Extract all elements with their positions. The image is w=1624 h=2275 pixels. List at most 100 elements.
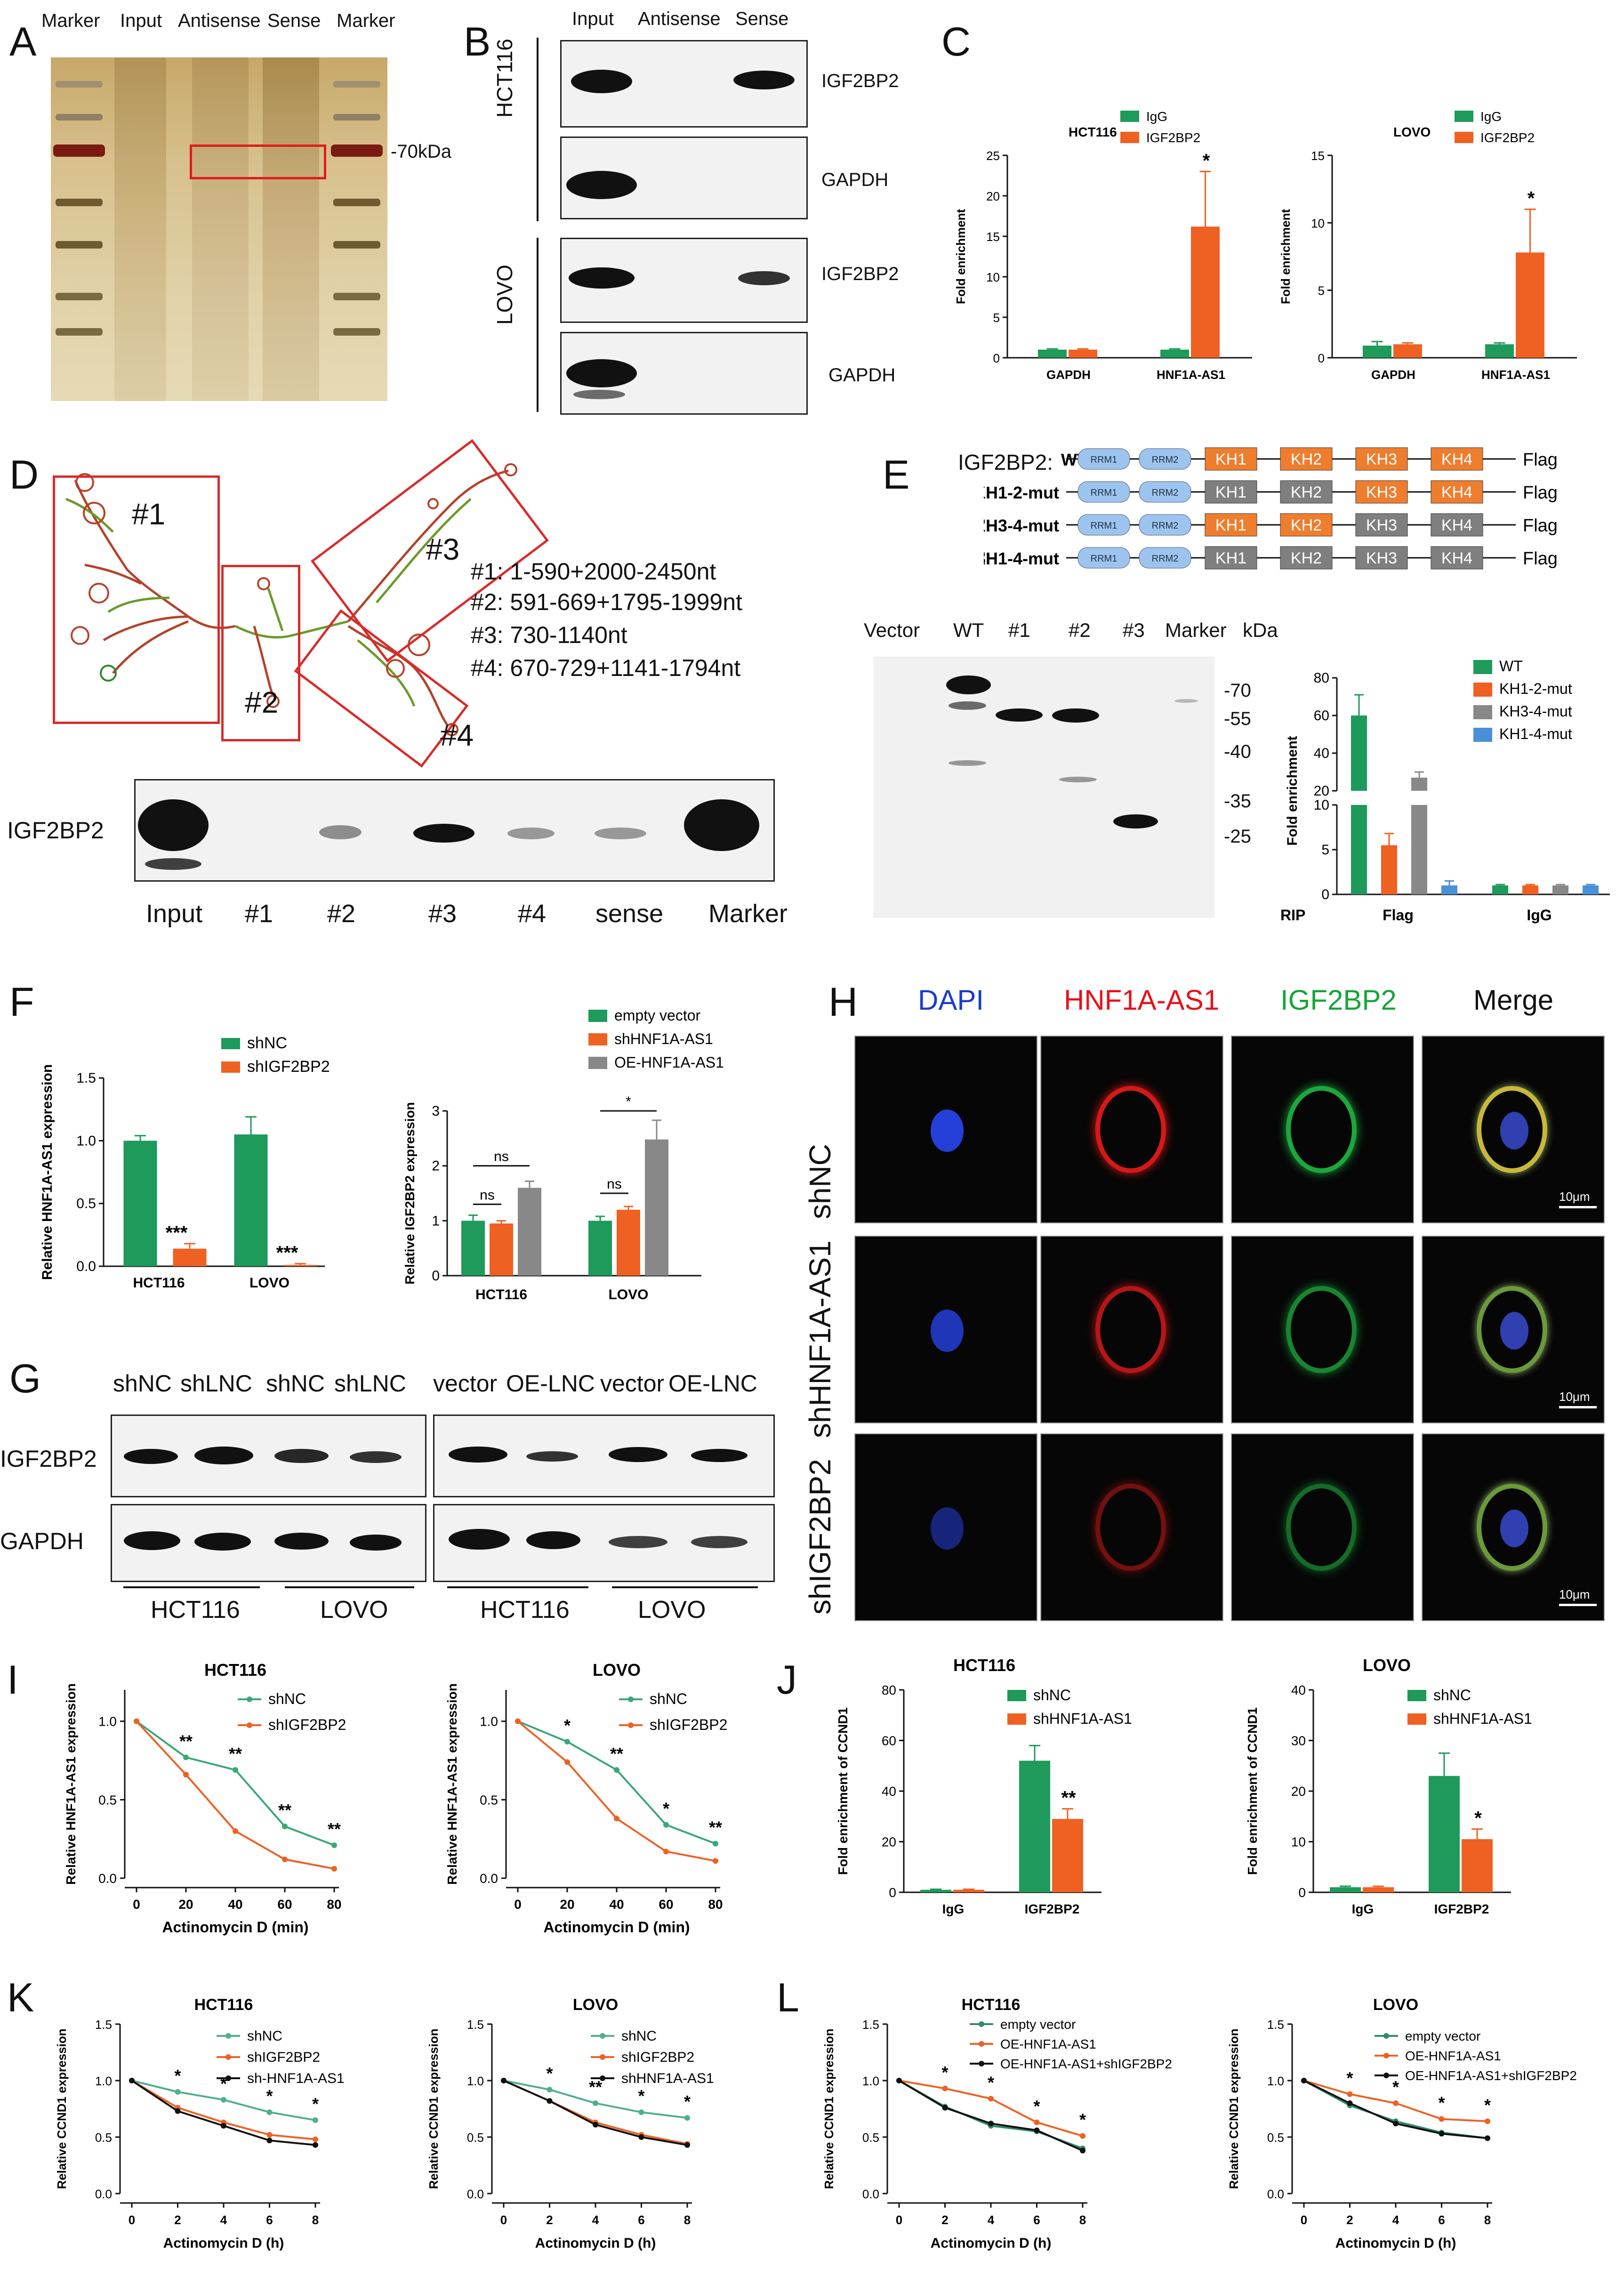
panel-label-l: L bbox=[777, 1975, 799, 2020]
kh-domain bbox=[1431, 513, 1483, 537]
y-tick-label: 0 bbox=[993, 351, 1000, 365]
mw-25: -25 bbox=[1224, 826, 1251, 847]
bar bbox=[1516, 252, 1544, 358]
x-axis-label: Actinomycin D (h) bbox=[931, 2235, 1052, 2251]
bar bbox=[588, 1221, 612, 1276]
significance-mark: ns bbox=[607, 1176, 622, 1192]
legend-entry: shHNF1A-AS1 bbox=[621, 2071, 714, 2086]
chart-f-igf2bp2: 0 1 2 3 Relative IGF2BP2 expression HCT116 LOV… bbox=[402, 1007, 724, 1302]
y-axis-label: Relative HNF1A-AS1 expression bbox=[445, 1683, 459, 1885]
chart-j-lovo: LOVO 0 10 20 30 40 Fold enrichment of CCND1 IgG… bbox=[1245, 1656, 1532, 1916]
channel-merge: Merge bbox=[1473, 984, 1554, 1016]
y-tick-label: 10 bbox=[1311, 216, 1325, 230]
legend-swatch bbox=[221, 1061, 240, 1073]
legend-marker bbox=[225, 2075, 231, 2081]
mw-70: -70 bbox=[1224, 680, 1251, 701]
scale-bar bbox=[1559, 1206, 1597, 1208]
y-tick-label: 1.5 bbox=[862, 2018, 879, 2032]
chart-l-hct116: HCT116 0.0 0.5 1.0 1.5 0 2 4 6 8 Actinomycin D (h)… bbox=[822, 1996, 1172, 2251]
legend-swatch bbox=[1473, 683, 1492, 697]
rrm1-label: RRM1 bbox=[1091, 488, 1118, 498]
g-underline-2 bbox=[285, 1586, 414, 1588]
y-tick-label: 1.5 bbox=[1267, 2018, 1284, 2032]
bar bbox=[920, 1889, 951, 1892]
y-tick-label: 15 bbox=[1311, 149, 1325, 163]
region-def-2: #2: 591-669+1795-1999nt bbox=[471, 589, 742, 615]
significance-mark: ns bbox=[480, 1187, 495, 1203]
region-def-4: #4: 670-729+1141-1794nt bbox=[471, 655, 741, 681]
x-tick-label: 60 bbox=[659, 1897, 673, 1912]
y-tick-label: 1.5 bbox=[76, 1070, 96, 1086]
kh-label: KH4 bbox=[1441, 483, 1472, 501]
g-cell-3: HCT116 bbox=[480, 1596, 570, 1624]
series-line bbox=[517, 1720, 716, 1845]
g-protein-igf2bp2: IGF2BP2 bbox=[0, 1446, 97, 1472]
x-tick-label: 6 bbox=[1438, 2213, 1445, 2227]
legend-entry: shIGF2BP2 bbox=[621, 2050, 694, 2065]
mw-35: -35 bbox=[1224, 791, 1251, 812]
data-point bbox=[663, 1849, 669, 1855]
significance-mark: * bbox=[1346, 2068, 1353, 2088]
blot-g-right-igf2bp2 bbox=[433, 1415, 775, 1497]
g-protein-gapdh: GAPDH bbox=[0, 1528, 84, 1554]
g-underline-3 bbox=[447, 1586, 588, 1588]
kh-domain bbox=[1280, 513, 1333, 537]
x-tick-label: 6 bbox=[266, 2213, 273, 2227]
series-line bbox=[517, 1720, 716, 1862]
x-tick-label: GAPDH bbox=[1371, 368, 1415, 382]
protein-label-gapdh-2: GAPDH bbox=[828, 365, 896, 386]
x-tick-label: IgG bbox=[1527, 907, 1552, 924]
bar bbox=[1330, 1887, 1361, 1892]
construct-id: #2: bbox=[984, 515, 991, 536]
data-point bbox=[1439, 2116, 1445, 2122]
lane-e-wt: WT bbox=[953, 619, 984, 641]
y-tick-label: 1.5 bbox=[467, 2018, 484, 2032]
y-tick-label: 5 bbox=[993, 311, 1000, 325]
bar bbox=[1038, 349, 1067, 358]
legend-swatch bbox=[1407, 1690, 1426, 1701]
kh-domain bbox=[1355, 546, 1408, 570]
kh-label: KH4 bbox=[1441, 450, 1472, 468]
kh-label: KH4 bbox=[1441, 516, 1472, 534]
y-tick-label: 80 bbox=[882, 1683, 896, 1697]
region-def-3: #3: 730-1140nt bbox=[471, 622, 627, 648]
kh-domain bbox=[1205, 513, 1257, 537]
rrm2-label: RRM2 bbox=[1152, 488, 1179, 498]
y-tick-label: 0.0 bbox=[98, 1871, 117, 1886]
legend-entry: shNC bbox=[247, 2028, 282, 2044]
gel-col-antisense: Antisense bbox=[178, 10, 261, 31]
rrm2-label: RRM2 bbox=[1152, 554, 1179, 564]
g-lane-5: vector bbox=[433, 1370, 498, 1397]
legend-marker bbox=[979, 2041, 984, 2047]
y-tick-label: 0.5 bbox=[862, 2130, 879, 2145]
chart-title: HCT116 bbox=[194, 1996, 253, 2014]
construct-title: IGF2BP2: bbox=[958, 450, 1053, 474]
chart-j-hct116: HCT116 0 20 40 60 80 Fold enrichment of CCND1 I… bbox=[836, 1656, 1132, 1916]
if-image-shhnf1a-as1-dapi bbox=[854, 1236, 1037, 1423]
y-tick-label: 0.0 bbox=[1267, 2187, 1284, 2201]
data-point bbox=[614, 1767, 619, 1773]
blot-lovo-igf2bp2 bbox=[560, 238, 808, 323]
significance-mark: *** bbox=[276, 1243, 298, 1263]
flag-tag: Flag bbox=[1523, 516, 1558, 536]
y-tick-label: 1.0 bbox=[480, 1714, 498, 1729]
legend-entry: OE-HNF1A-AS1 bbox=[1000, 2037, 1096, 2051]
rrm2-domain bbox=[1139, 448, 1191, 470]
bar bbox=[1393, 344, 1422, 358]
bar bbox=[1363, 346, 1391, 358]
panel-label-d: D bbox=[9, 452, 39, 498]
data-point bbox=[684, 2142, 690, 2148]
legend-marker bbox=[225, 2054, 231, 2060]
construct-name: KH1-4-mut bbox=[984, 549, 1059, 568]
data-point bbox=[129, 2078, 135, 2083]
significance-mark: * bbox=[1438, 2093, 1445, 2113]
y-axis-label: Fold enrichment bbox=[1278, 209, 1293, 305]
x-tick-label: HNF1A-AS1 bbox=[1481, 368, 1550, 382]
rrm1-domain bbox=[1077, 547, 1130, 569]
rrm2-domain bbox=[1139, 481, 1191, 503]
panel-label-j: J bbox=[777, 1657, 797, 1703]
kh-label: KH4 bbox=[1441, 549, 1472, 567]
if-image-shigf2bp2-merge: 10μm bbox=[1422, 1433, 1605, 1621]
lane-e-vector: Vector bbox=[864, 619, 920, 641]
kh-label: KH3 bbox=[1366, 483, 1397, 501]
